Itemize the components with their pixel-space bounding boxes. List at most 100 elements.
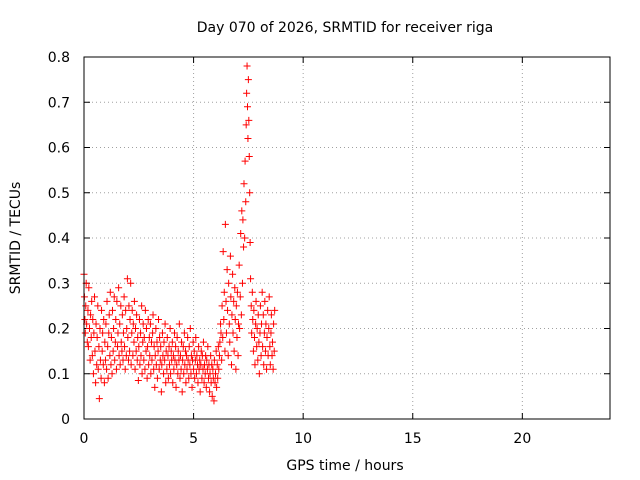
data-point [253, 325, 261, 332]
data-point [162, 379, 170, 387]
data-point [226, 252, 234, 260]
x-tick-label: 5 [189, 431, 198, 447]
data-point [218, 356, 226, 364]
data-point [99, 329, 107, 337]
data-point [198, 374, 206, 382]
data-point [110, 325, 118, 332]
data-point [115, 284, 123, 292]
y-tick-label: 0.7 [48, 95, 70, 111]
data-point [158, 329, 166, 337]
data-point [169, 379, 177, 387]
data-point [107, 361, 115, 369]
data-point [264, 306, 272, 314]
data-point [194, 379, 202, 387]
chart-title: Day 070 of 2026, SRMTID for receiver rig… [197, 20, 494, 36]
data-point [134, 334, 142, 342]
y-tick-label: 0.3 [48, 276, 70, 292]
data-point [174, 347, 182, 355]
data-point [221, 347, 229, 355]
data-point [267, 311, 275, 319]
data-point [178, 388, 186, 396]
data-point [259, 343, 267, 351]
data-point [149, 311, 157, 319]
data-point [99, 361, 107, 369]
data-point [225, 279, 233, 287]
data-point [224, 352, 232, 360]
data-point [165, 361, 173, 369]
data-point [232, 302, 240, 310]
data-point [153, 374, 161, 382]
x-tick-label: 20 [513, 431, 531, 447]
data-point [172, 343, 180, 351]
data-point [260, 329, 268, 337]
data-point [111, 356, 119, 364]
data-point [189, 338, 197, 346]
data-point [160, 370, 168, 378]
data-point [239, 216, 247, 224]
data-point [225, 320, 233, 328]
data-point [217, 320, 225, 328]
data-point [133, 311, 141, 319]
data-point [105, 311, 113, 319]
data-point [186, 325, 194, 332]
data-point [188, 383, 196, 391]
data-point [151, 352, 159, 360]
data-point [91, 347, 99, 355]
data-point [240, 180, 248, 188]
data-point [246, 239, 254, 247]
data-point [234, 352, 242, 360]
data-point [232, 365, 240, 373]
data-point [242, 121, 250, 129]
data-point [266, 361, 274, 369]
data-point [150, 343, 158, 351]
data-point [148, 356, 156, 364]
data-point [214, 374, 222, 382]
data-point [207, 352, 215, 360]
data-point [137, 352, 145, 360]
data-point [117, 338, 125, 346]
data-point [192, 370, 200, 378]
data-point [116, 361, 124, 369]
data-point [132, 347, 140, 355]
data-point [241, 157, 249, 165]
data-point [158, 361, 166, 369]
data-point [228, 311, 236, 319]
data-point [118, 347, 126, 355]
data-point [127, 279, 135, 287]
data-point [172, 383, 180, 391]
data-point [132, 325, 140, 332]
data-point [146, 320, 154, 328]
data-point [154, 347, 162, 355]
data-point [256, 302, 264, 310]
data-point [265, 293, 273, 301]
data-point [128, 306, 136, 314]
data-point [233, 288, 241, 296]
data-point [86, 356, 94, 364]
data-point [244, 76, 252, 84]
data-point [243, 89, 251, 97]
data-point [155, 365, 163, 373]
y-tick-label: 0.2 [48, 322, 70, 338]
data-point [124, 356, 132, 364]
data-point [185, 374, 193, 382]
data-point [180, 370, 188, 378]
data-point [180, 329, 188, 337]
data-point [182, 379, 190, 387]
data-point [248, 288, 256, 296]
data-point [156, 334, 164, 342]
data-point [261, 297, 269, 305]
data-point [176, 352, 184, 360]
data-point [248, 329, 256, 337]
data-point [252, 297, 260, 305]
data-point [200, 379, 208, 387]
data-point [265, 325, 273, 332]
data-point [230, 297, 238, 305]
data-point [118, 311, 126, 319]
axes: 0 5 10 15 20 0 0.1 0.2 0.3 0.4 0.5 0.6 0.7 0.8 [48, 50, 610, 447]
data-point [110, 293, 118, 301]
data-point [266, 343, 274, 351]
y-tick-label: 0.8 [48, 50, 70, 66]
data-point [96, 325, 104, 332]
data-point [257, 352, 265, 360]
data-point [143, 374, 151, 382]
